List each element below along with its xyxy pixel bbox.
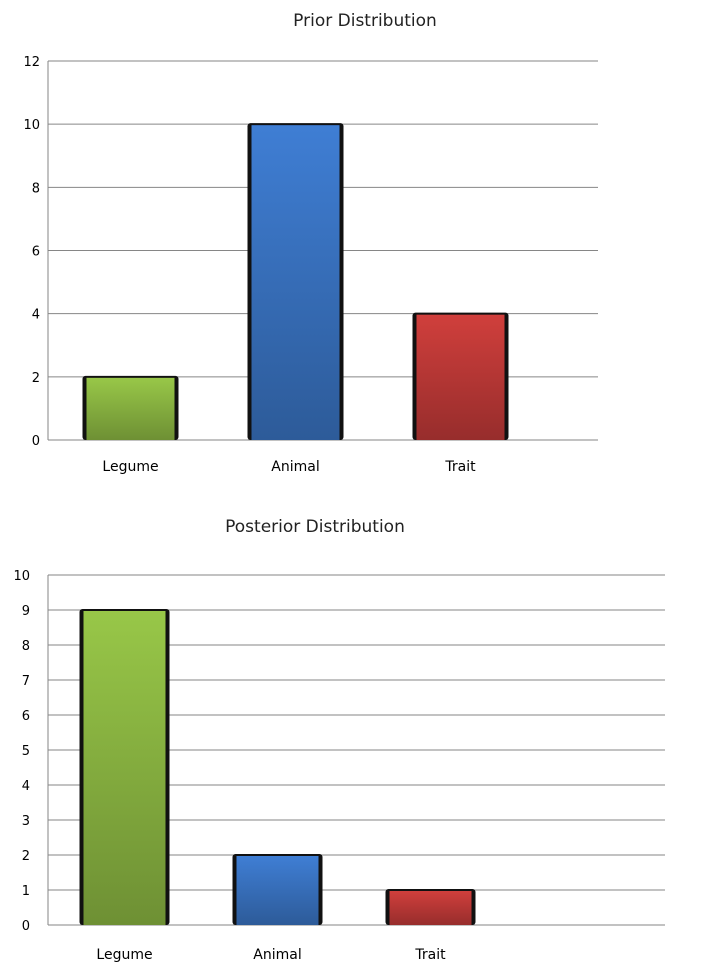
prior-chart-title: Prior Distribution [293, 11, 437, 31]
prior-y-tick-label: 2 [32, 371, 40, 386]
prior-x-tick-label: Trait [444, 459, 476, 475]
posterior-chart-title: Posterior Distribution [225, 517, 405, 537]
prior-y-tick-label: 10 [23, 118, 40, 133]
prior-y-tick-label: 4 [32, 308, 40, 323]
posterior-y-tick-label: 0 [22, 919, 30, 934]
posterior-y-tick-label: 4 [22, 779, 30, 794]
posterior-x-tick-label: Legume [96, 947, 152, 963]
posterior-y-tick-label: 6 [22, 709, 30, 724]
bar-legume [86, 377, 175, 440]
prior-y-tick-label: 6 [32, 245, 40, 260]
posterior-y-tick-label: 3 [22, 814, 30, 829]
posterior-y-tick-label: 1 [22, 884, 30, 899]
posterior-chart: Posterior Distribution 0 1 2 3 4 5 6 7 8 9 10 Legu… [13, 517, 665, 963]
posterior-y-tick-label: 8 [22, 639, 30, 654]
bar-animal [251, 125, 340, 441]
posterior-y-tick-label: 7 [22, 674, 30, 689]
posterior-y-tick-label: 5 [22, 744, 30, 759]
posterior-y-tick-label: 10 [13, 569, 30, 584]
prior-y-tick-label: 12 [23, 55, 40, 70]
prior-y-tick-label: 0 [32, 434, 40, 449]
posterior-y-tick-label: 9 [22, 604, 30, 619]
bar-legume [83, 611, 166, 925]
bar-animal [236, 856, 319, 925]
prior-chart: Prior Distribution 0 2 4 6 8 10 12 Legume Anima… [23, 11, 598, 475]
prior-x-tick-label: Animal [271, 459, 319, 475]
posterior-y-tick-label: 2 [22, 849, 30, 864]
posterior-x-tick-label: Trait [414, 947, 446, 963]
bar-trait [389, 891, 472, 925]
prior-x-tick-label: Legume [102, 459, 158, 475]
prior-y-tick-label: 8 [32, 181, 40, 196]
posterior-x-tick-label: Animal [253, 947, 301, 963]
bar-trait [416, 314, 505, 440]
